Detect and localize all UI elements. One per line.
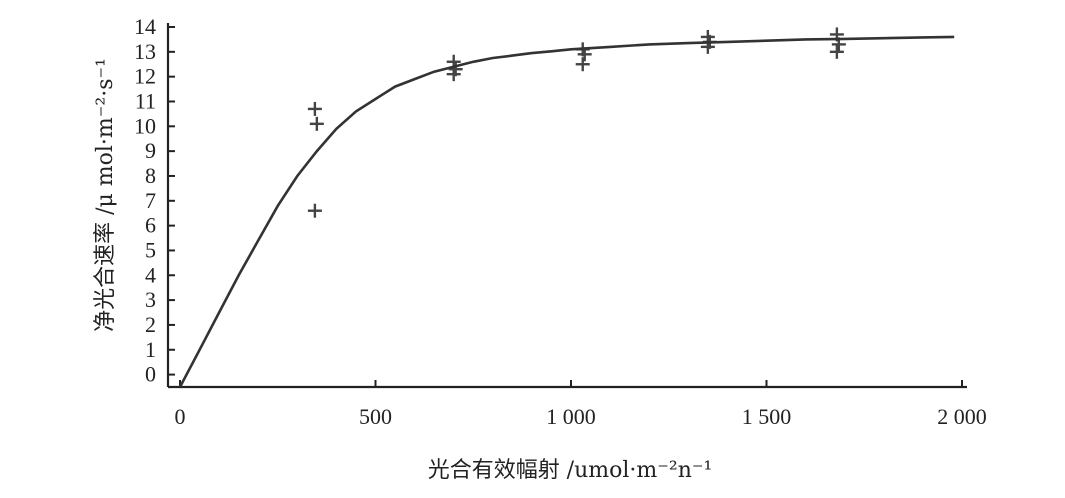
data-point-marker xyxy=(829,44,844,59)
y-tick-label: 11 xyxy=(135,88,156,113)
fitted-curve xyxy=(178,35,955,388)
y-tick-label: 1 xyxy=(145,337,156,362)
y-tick-label: 0 xyxy=(145,362,156,387)
x-tick-label: 500 xyxy=(359,404,392,429)
y-axis-title: 净光合速率 /μ mol·m⁻²·s⁻¹ xyxy=(93,58,118,332)
y-tick-label: 4 xyxy=(145,262,156,287)
y-tick-label: 7 xyxy=(145,188,156,213)
x-tick-label: 1 500 xyxy=(742,404,792,429)
y-tick-label: 9 xyxy=(145,138,156,163)
y-tick-label: 13 xyxy=(134,39,156,64)
y-tick-label: 14 xyxy=(134,14,156,39)
y-tick-label: 12 xyxy=(134,64,156,89)
x-tick-label: 1 000 xyxy=(546,404,596,429)
y-tick-label: 3 xyxy=(145,287,156,312)
x-tick-label: 2 000 xyxy=(937,404,987,429)
data-point-marker xyxy=(309,116,324,131)
axes xyxy=(166,23,967,389)
data-point-marker xyxy=(575,57,590,72)
series-layer xyxy=(178,27,955,388)
y-tick-label: 6 xyxy=(145,213,156,238)
x-ticks: 0 500 1 000 1 500 2 000 xyxy=(175,380,987,429)
y-tick-label: 2 xyxy=(145,312,156,337)
data-point-marker xyxy=(446,67,461,82)
y-tick-label: 8 xyxy=(145,163,156,188)
y-tick-label: 10 xyxy=(134,113,156,138)
x-tick-label: 0 xyxy=(175,404,186,429)
data-point-marker xyxy=(307,203,322,218)
x-axis-title: 光合有效幅射 /umol·m⁻²n⁻¹ xyxy=(428,458,713,483)
data-point-marker xyxy=(307,101,322,116)
y-tick-label: 5 xyxy=(145,237,156,262)
